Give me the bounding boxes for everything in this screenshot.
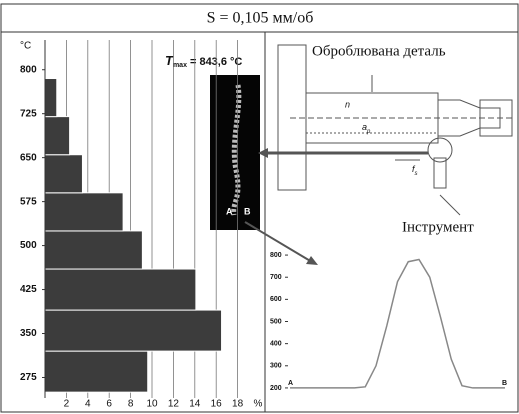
y-tick-label: 500 [270, 318, 282, 325]
y-tick-label: 600 [270, 296, 282, 303]
tool-label: Інструмент [402, 219, 474, 235]
workpiece-label: Оброблювана деталь [312, 43, 446, 59]
annotation-subscript: max [173, 62, 187, 69]
x-tick-label: 2 [64, 399, 70, 410]
x-axis-label: % [254, 399, 263, 410]
bar [45, 117, 70, 155]
x-tick-label: B [502, 380, 507, 387]
y-tick-label: 800 [20, 64, 37, 75]
x-tick-label: 10 [146, 399, 158, 410]
x-tick-label: 8 [128, 399, 134, 410]
feed-subscript: s [415, 171, 418, 177]
x-tick-label: 12 [168, 399, 180, 410]
y-tick-label: 650 [20, 152, 37, 163]
bar [45, 351, 148, 392]
y-tick-label: 300 [270, 363, 282, 370]
bar [45, 310, 222, 351]
bar [45, 155, 82, 193]
x-tick-label: 14 [189, 399, 201, 410]
x-tick-label: 18 [232, 399, 244, 410]
x-tick-label: A [288, 380, 293, 387]
x-tick-label: 4 [85, 399, 91, 410]
y-tick-label: 500 [20, 240, 37, 251]
bar [45, 231, 142, 269]
point-label: B [244, 206, 251, 216]
y-tick-label: 575 [20, 196, 37, 207]
rotation-label: n [345, 99, 350, 109]
point-label: A [226, 206, 233, 216]
bar [45, 79, 57, 117]
y-tick-label: 275 [20, 372, 37, 383]
y-tick-label: 800 [270, 252, 282, 259]
y-axis-label: °C [20, 41, 31, 52]
x-tick-label: 16 [211, 399, 223, 410]
figure-title: S = 0,105 мм/об [207, 10, 314, 27]
figure: S = 0,105 мм/об A B Оброблювана деталь І… [0, 0, 519, 414]
y-tick-label: 350 [20, 328, 37, 339]
y-tick-label: 200 [270, 385, 282, 392]
x-tick-label: 6 [106, 399, 112, 410]
y-tick-label: 725 [20, 108, 37, 119]
bar [45, 193, 123, 231]
bar [45, 269, 196, 310]
y-tick-label: 425 [20, 284, 37, 295]
y-tick-label: 400 [270, 340, 282, 347]
y-tick-label: 700 [270, 274, 282, 281]
depth-subscript: p [366, 129, 371, 135]
